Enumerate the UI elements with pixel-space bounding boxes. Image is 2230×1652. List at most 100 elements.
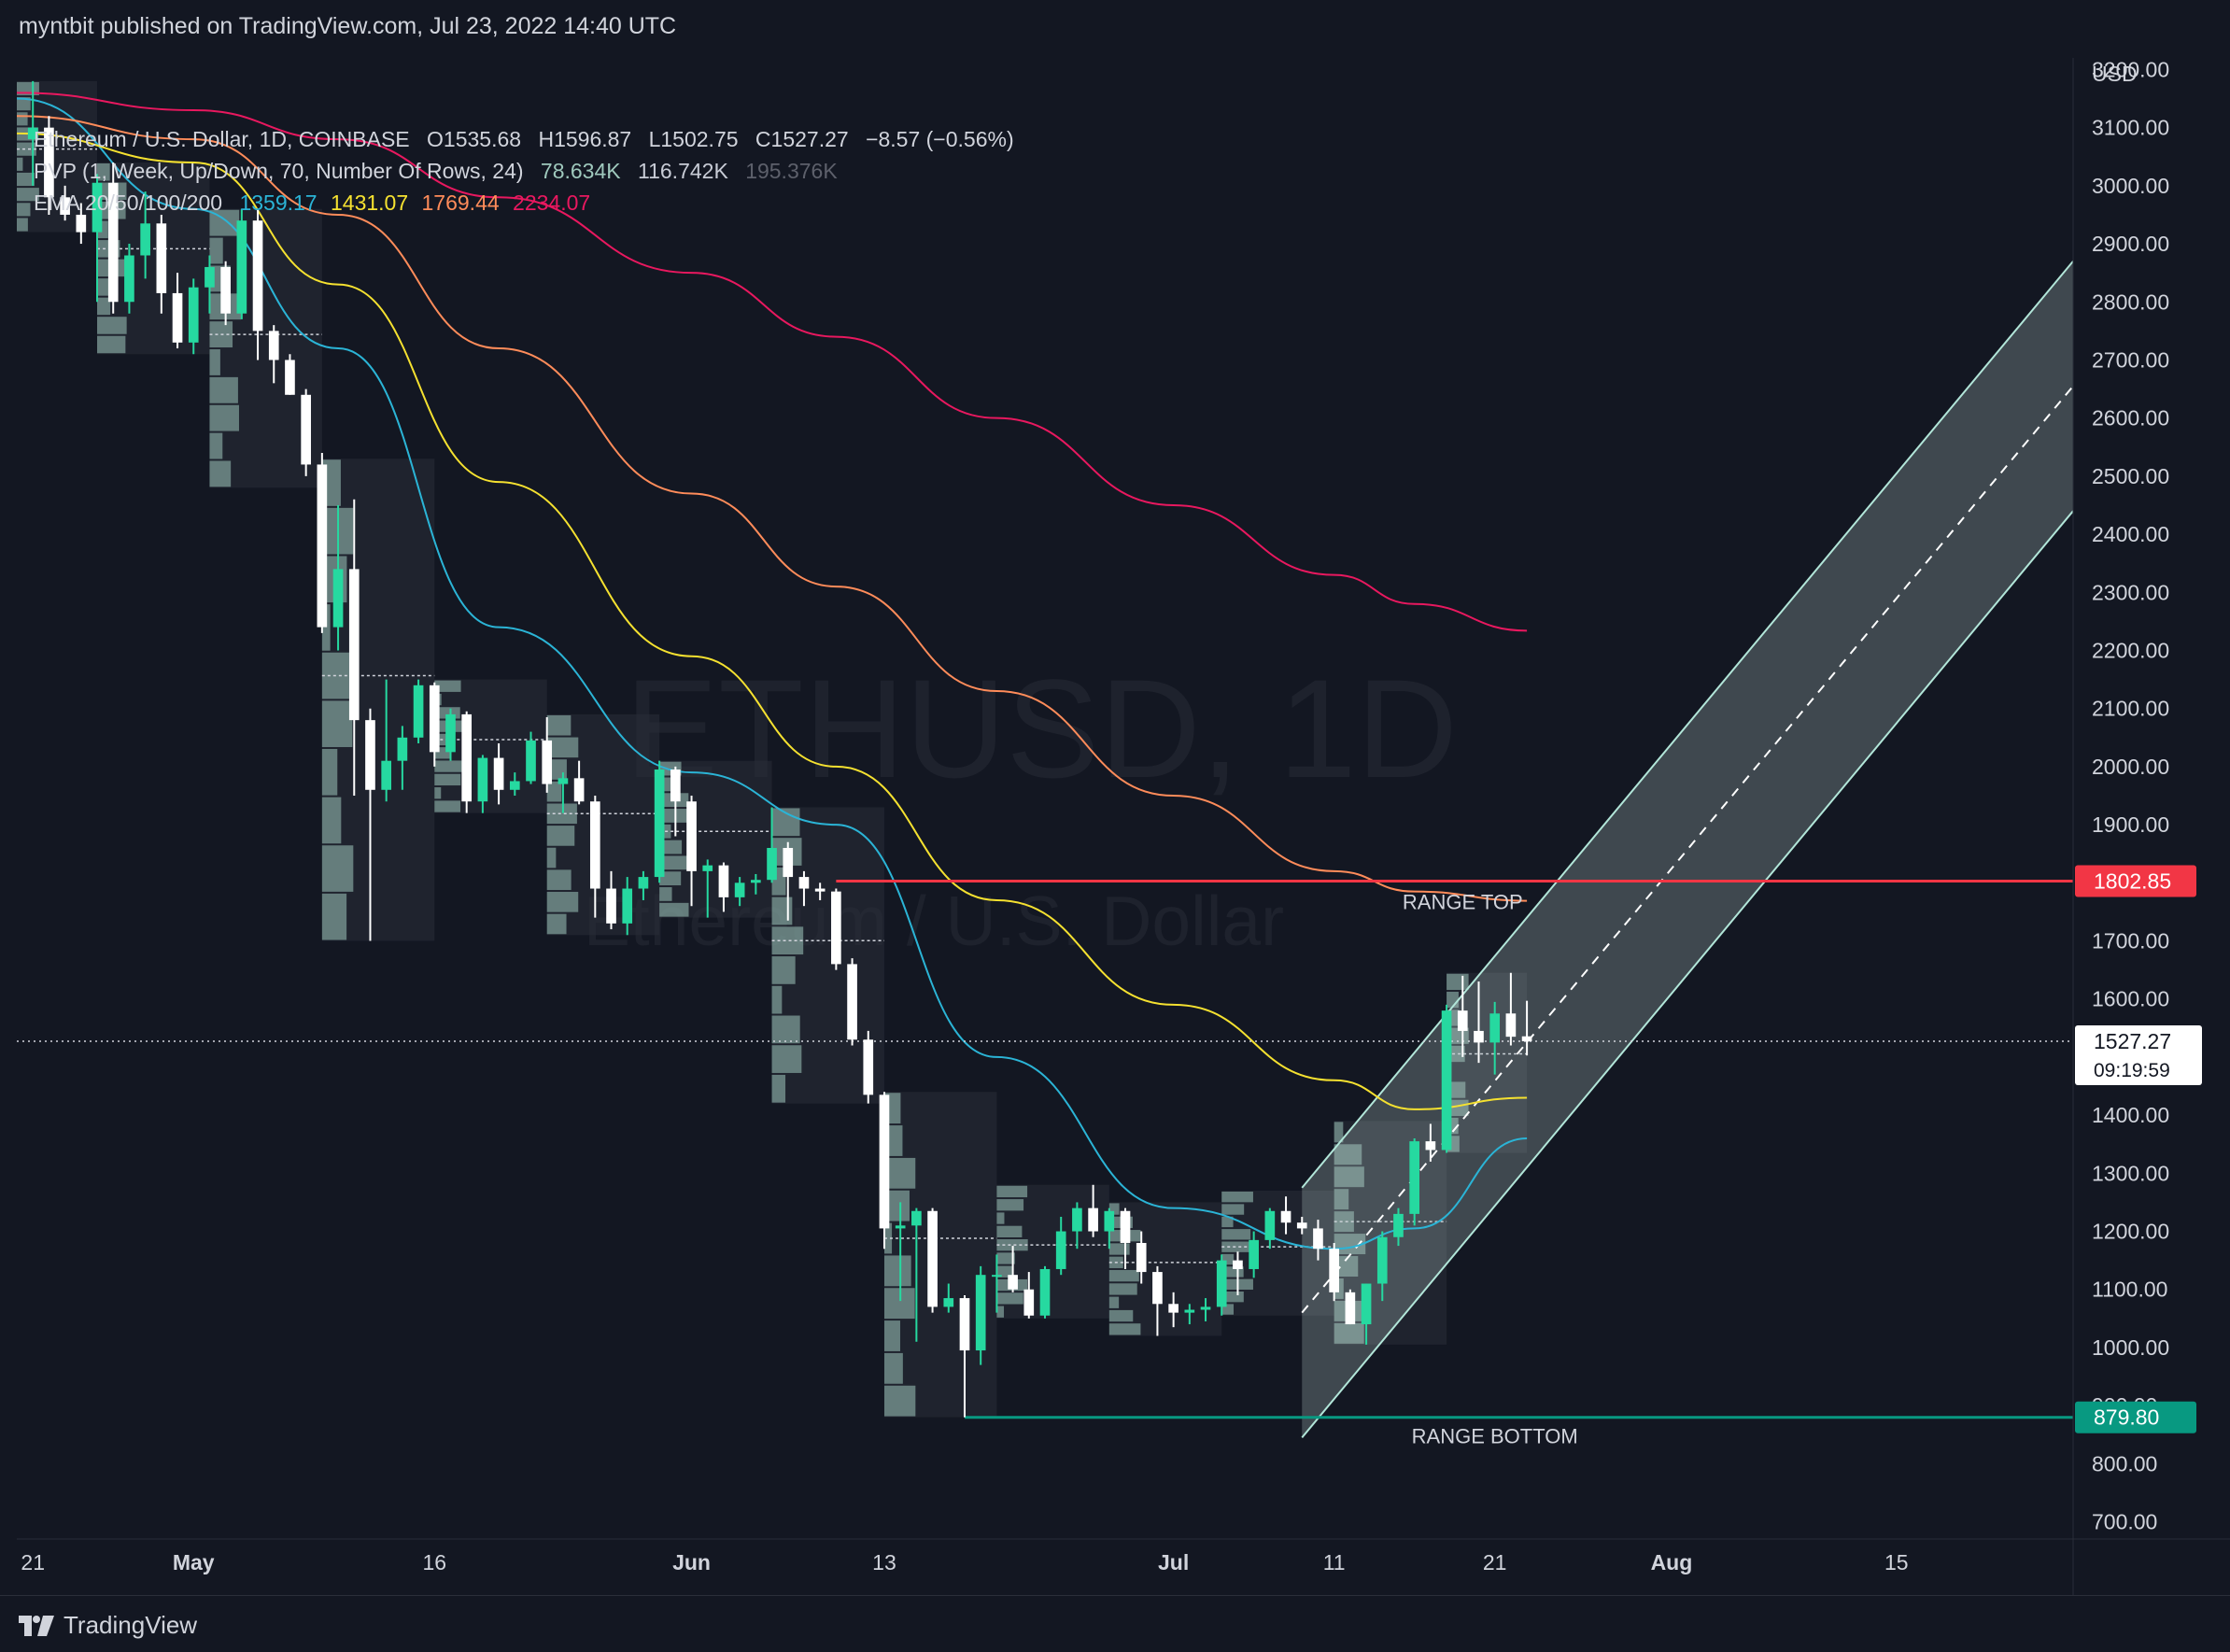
candle-body [798, 877, 810, 889]
volume-profile-row [97, 317, 127, 334]
volume-profile-row [771, 1074, 786, 1103]
legend-ema-label[interactable]: EMA 20/50/100/200 [34, 191, 223, 215]
volume-profile-row [546, 714, 572, 736]
candle-body [92, 182, 103, 233]
y-tick-label: 3100.00 [2092, 116, 2169, 140]
volume-profile-row [434, 760, 466, 772]
x-tick-label: 21 [1483, 1550, 1507, 1574]
candle-body [542, 740, 553, 784]
chart-frame[interactable]: ETHUSD, 1D Ethereum / U.S. Dollar USD 70… [0, 58, 2230, 1595]
chart-canvas[interactable]: ETHUSD, 1D Ethereum / U.S. Dollar USD 70… [0, 58, 2230, 1595]
volume-profile-row [771, 1045, 802, 1073]
parallel-channel[interactable] [1301, 261, 2073, 1439]
candle-body [654, 770, 665, 878]
volume-profile-row [17, 112, 28, 126]
candle-body [1457, 1010, 1468, 1031]
candle-body [285, 360, 295, 395]
candle-body [1329, 1249, 1339, 1292]
volume-profile-row [771, 1015, 800, 1044]
x-tick-label: 21 [21, 1550, 45, 1574]
volume-profile-row [321, 893, 347, 940]
volume-profile-box [883, 1092, 997, 1418]
volume-profile-row [659, 809, 689, 823]
volume-profile-row [1221, 1191, 1253, 1203]
volume-profile-row [1108, 1203, 1120, 1215]
volume-profile-row [659, 871, 682, 886]
candle-body [702, 865, 713, 871]
ema100-line [17, 115, 1528, 902]
candle-body [1474, 1030, 1484, 1043]
ema50-line [17, 132, 1528, 1110]
range-top-label: RANGE TOP [1403, 891, 1523, 914]
y-tick-label: 3000.00 [2092, 174, 2169, 198]
tradingview-brand-text: TradingView [64, 1611, 198, 1639]
candle-body [1120, 1210, 1131, 1243]
candle-body [1313, 1228, 1323, 1250]
candle-body [1521, 1036, 1532, 1041]
channel-fill [1302, 261, 2073, 1438]
candle-body [188, 287, 199, 343]
volume-profile-row [434, 787, 442, 799]
volume-profile-row [659, 902, 689, 917]
legend-symbol[interactable]: Ethereum / U.S. Dollar, 1D, COINBASE [34, 127, 410, 151]
volume-profile-row [17, 188, 39, 202]
candle-body [1441, 1010, 1452, 1151]
candle-body [895, 1225, 906, 1229]
volume-profile-row [659, 855, 691, 870]
candle-body [397, 737, 408, 761]
y-axis-ticks: 700.00800.00900.001000.001100.001200.001… [2092, 58, 2169, 1534]
candle-body [1200, 1306, 1211, 1310]
volume-profile-row [996, 1212, 1005, 1224]
x-tick-label: 11 [1323, 1550, 1346, 1574]
volume-profile-row [883, 1157, 916, 1189]
candle-body [589, 801, 600, 889]
y-tick-label: 1900.00 [2092, 812, 2169, 837]
publisher-line: myntbit published on TradingView.com, Ju… [19, 13, 677, 39]
volume-profile-row [546, 892, 579, 912]
y-tick-label: 2200.00 [2092, 638, 2169, 662]
legend-ema20: 1359.17 [239, 191, 318, 215]
volume-profile-row [17, 172, 35, 187]
volume-profile-row [1221, 1216, 1234, 1228]
candle-body [332, 569, 344, 628]
volume-profile-row [1334, 1256, 1359, 1277]
x-tick-label: Jul [1158, 1550, 1189, 1574]
y-tick-label: 3200.00 [2092, 58, 2169, 81]
candle-body [1505, 1013, 1517, 1038]
legend-ema-row[interactable]: EMA 20/50/100/200 1359.17 1431.07 1769.4… [34, 187, 1025, 219]
candle-body [44, 127, 54, 198]
volume-profile-row [1334, 1122, 1344, 1143]
volume-profile-row [883, 1320, 900, 1351]
candle-body [1039, 1268, 1051, 1316]
volume-profile-row [209, 460, 232, 487]
legend-pvp-label[interactable]: PVP (1, Week, Up/Down, 70, Number Of Row… [34, 159, 524, 183]
candle-body [1023, 1289, 1035, 1316]
publisher-bar: myntbit published on TradingView.com, Ju… [0, 0, 2230, 58]
volume-profile-row [209, 349, 220, 375]
volume-profile-box [1447, 972, 1528, 1153]
y-tick-label: 2300.00 [2092, 580, 2169, 604]
volume-profile-row [1221, 1304, 1235, 1315]
tradingview-brand[interactable]: TradingView [19, 1611, 197, 1640]
candle-body [814, 888, 826, 892]
candles-layer [27, 80, 1532, 1418]
y-tick-label: 2700.00 [2092, 347, 2169, 372]
legend-symbol-row[interactable]: Ethereum / U.S. Dollar, 1D, COINBASE O15… [34, 123, 1025, 155]
candle-body [1345, 1292, 1356, 1325]
legend-pvp-row[interactable]: PVP (1, Week, Up/Down, 70, Number Of Row… [34, 155, 1025, 187]
volume-profile-row [1108, 1283, 1137, 1295]
volume-profile-row [546, 826, 575, 846]
range-levels[interactable] [17, 880, 2073, 1419]
volume-profile-row [1334, 1322, 1364, 1344]
candle-body [1136, 1242, 1147, 1273]
candle-body [1280, 1210, 1291, 1223]
volume-profile-row [434, 680, 461, 692]
candle-body [252, 220, 263, 332]
candle-body [1088, 1207, 1098, 1232]
volume-profile-row [321, 700, 353, 747]
y-tick-label: 1300.00 [2092, 1161, 2169, 1185]
legend-close: C1527.27 [755, 127, 849, 151]
channel-lower-line [1301, 510, 2073, 1439]
candle-body [268, 331, 279, 360]
y-tick-label: 1400.00 [2092, 1103, 2169, 1127]
